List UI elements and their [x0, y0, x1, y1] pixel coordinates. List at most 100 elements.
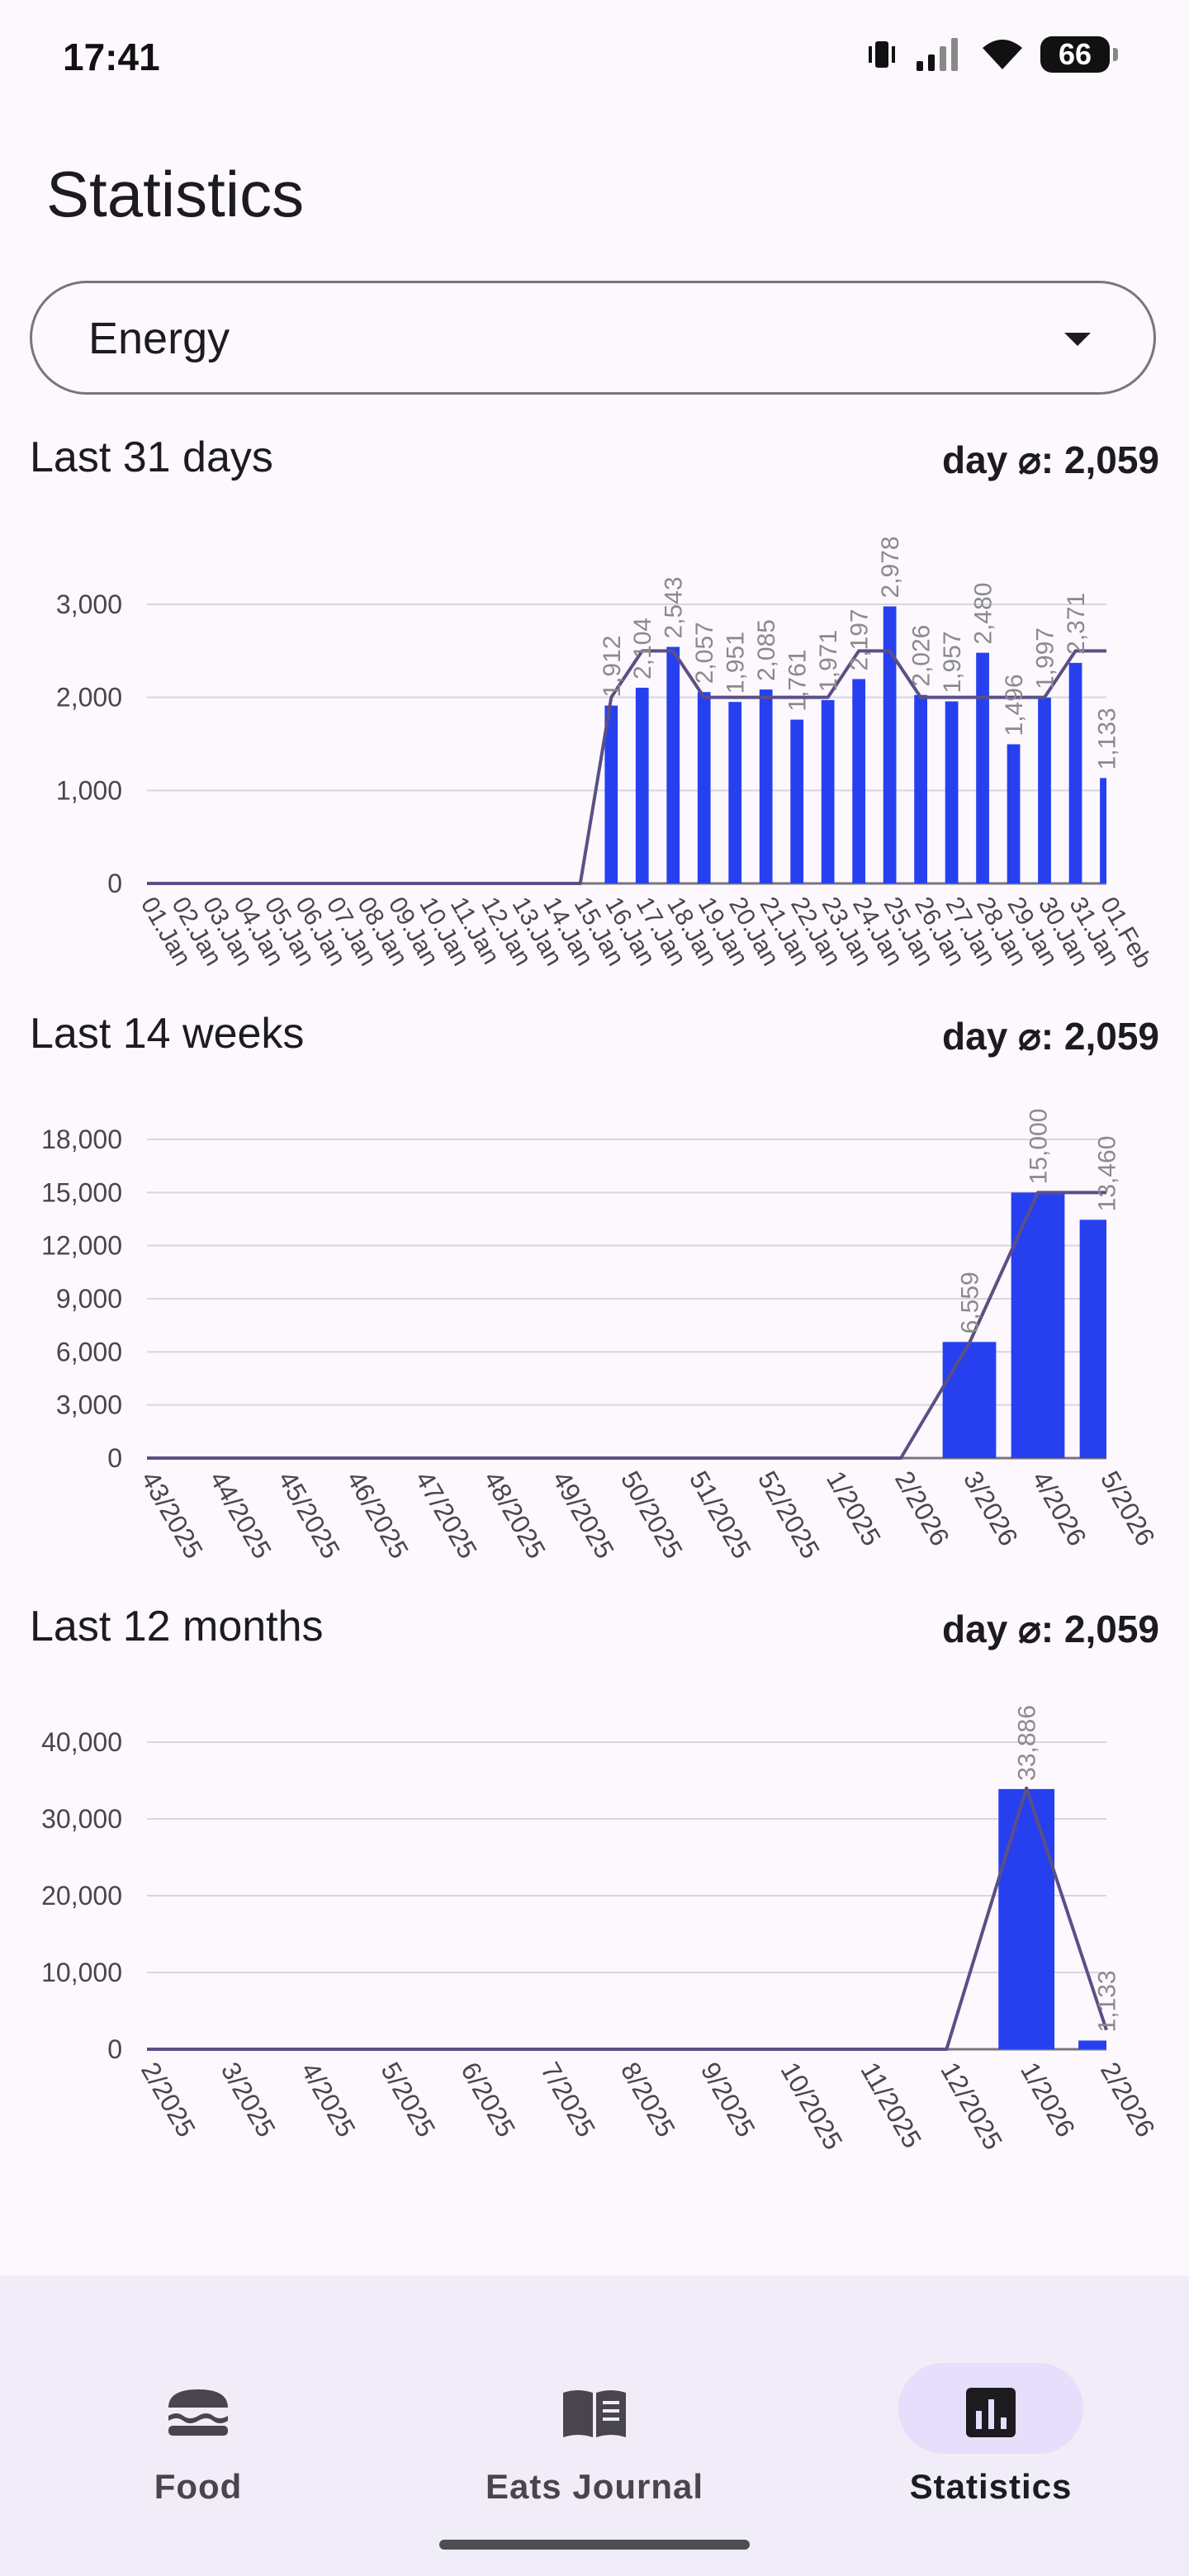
x-tick-label: 7/2025: [535, 2057, 601, 2143]
bar: [666, 646, 680, 883]
bar-value-label: 6,559: [957, 1271, 984, 1333]
chart-last-14-weeks: 0 3,000 6,000 9,000 12,000 15,000 18,000 6,559 1…: [41, 1109, 1161, 1564]
home-indicator: [439, 2540, 750, 2550]
x-tick-label: 48/2025: [478, 1466, 552, 1564]
x-tick-label: 43/2025: [135, 1466, 209, 1564]
x-tick-label: 11/2025: [855, 2057, 927, 2153]
bar: [728, 702, 742, 883]
nav-label-food: Food: [154, 2467, 243, 2506]
x-tick-label: 6/2025: [455, 2057, 521, 2143]
bar-value-label: 2,543: [661, 576, 688, 638]
bar-value-label: 33,886: [1014, 1705, 1041, 1781]
y-tick-label: 0: [107, 869, 122, 898]
x-tick-label: 49/2025: [547, 1466, 620, 1564]
bar: [790, 719, 804, 883]
bar: [1007, 744, 1021, 883]
bar-value-label: 1,496: [1001, 674, 1028, 736]
section-average-months: day ⌀: 2,059: [942, 1608, 1159, 1650]
bar: [976, 652, 989, 883]
average-line: [147, 649, 1106, 885]
bar-value-label: 2,480: [970, 583, 997, 645]
bar-value-label: 1,997: [1032, 627, 1059, 689]
x-tick-label: 5/2026: [1095, 1466, 1161, 1551]
bar: [1078, 2040, 1106, 2049]
bar-value-label: 1,957: [939, 631, 966, 693]
x-tick-label: 4/2026: [1026, 1466, 1092, 1551]
x-tick-label: 2/2025: [135, 2057, 201, 2143]
y-tick-label: 1,000: [56, 775, 122, 805]
bar-value-label: 1,951: [722, 632, 750, 694]
y-tick-label: 30,000: [41, 1804, 122, 1834]
x-tick-label: 5/2025: [375, 2057, 441, 2143]
vibrate-icon: [869, 41, 895, 68]
x-tick-label: 4/2025: [296, 2057, 362, 2143]
x-tick-label: 9/2025: [695, 2057, 761, 2143]
y-tick-label: 3,000: [56, 590, 122, 619]
x-tick-label: 1/2025: [821, 1466, 887, 1551]
y-tick-label: 0: [107, 2034, 122, 2064]
bar: [759, 689, 773, 883]
x-tick-label: 1/2026: [1015, 2057, 1081, 2143]
bar: [1038, 698, 1051, 883]
bar-value-label: 15,000: [1026, 1109, 1053, 1185]
bar: [883, 606, 897, 883]
nav-item-food[interactable]: Food: [0, 2325, 396, 2506]
bar: [1068, 662, 1082, 883]
bar-chart-icon: [966, 2388, 1016, 2437]
bar: [914, 694, 927, 883]
y-tick-label: 10,000: [41, 1958, 122, 1987]
bar-value-label: 2,197: [846, 608, 874, 670]
bar-value-label: 1,133: [1094, 708, 1121, 769]
x-tick-label: 3/2026: [958, 1466, 1024, 1551]
bar-value-label: 1,912: [599, 636, 626, 698]
nav-item-eats-journal[interactable]: Eats Journal: [396, 2325, 793, 2506]
section-title-months: Last 12 months: [30, 1603, 324, 1650]
section-title-days: Last 31 days: [30, 433, 273, 481]
bar: [998, 1788, 1055, 2049]
section-title-weeks: Last 14 weeks: [30, 1010, 305, 1058]
y-tick-label: 20,000: [41, 1881, 122, 1911]
bar: [945, 701, 959, 883]
y-tick-label: 6,000: [56, 1337, 122, 1366]
bar: [1011, 1192, 1065, 1458]
bar: [1100, 778, 1106, 883]
dropdown-arrow-icon: [1064, 333, 1091, 346]
y-tick-label: 40,000: [41, 1727, 122, 1757]
average-line: [147, 1191, 1106, 1460]
x-tick-label: 52/2025: [752, 1466, 826, 1564]
signal-icon: [917, 38, 958, 71]
wifi-icon: [983, 40, 1022, 69]
status-time: 17:41: [63, 36, 160, 78]
bar-value-label: 2,057: [691, 622, 718, 684]
x-tick-label: 8/2025: [615, 2057, 681, 2143]
y-tick-label: 0: [107, 1443, 122, 1473]
y-tick-label: 15,000: [41, 1177, 122, 1207]
bar-value-label: 1,761: [784, 650, 812, 712]
bar-value-label: 2,104: [629, 618, 656, 680]
bar-value-label: 13,460: [1094, 1136, 1121, 1212]
bottom-navigation: Food Eats Journal Statistics: [0, 2275, 1189, 2576]
average-line: [147, 1786, 1108, 2051]
bar-value-label: 2,978: [877, 536, 904, 598]
status-bar: 17:41 66: [0, 0, 1189, 116]
page-title: Statistics: [46, 158, 305, 230]
section-average-days: day ⌀: 2,059: [942, 438, 1159, 481]
nav-label-eats-journal: Eats Journal: [485, 2467, 704, 2506]
x-tick-label: 44/2025: [204, 1466, 277, 1564]
y-tick-label: 3,000: [56, 1390, 122, 1420]
y-tick-label: 9,000: [56, 1284, 122, 1314]
dropdown-selected-value: Energy: [88, 314, 230, 363]
bar: [697, 692, 711, 883]
bar-value-label: 2,026: [908, 625, 936, 687]
x-tick-label: 50/2025: [615, 1466, 689, 1564]
bar: [942, 1342, 997, 1458]
burger-icon: [168, 2389, 228, 2436]
battery-indicator: 66: [1040, 36, 1118, 73]
bar-value-label: 2,085: [753, 619, 780, 681]
bar-value-label: 1,133: [1094, 1970, 1121, 2032]
bar: [852, 679, 866, 883]
nav-label-statistics: Statistics: [909, 2467, 1073, 2506]
metric-dropdown[interactable]: Energy: [30, 281, 1156, 395]
nav-item-statistics[interactable]: Statistics: [793, 2325, 1189, 2506]
